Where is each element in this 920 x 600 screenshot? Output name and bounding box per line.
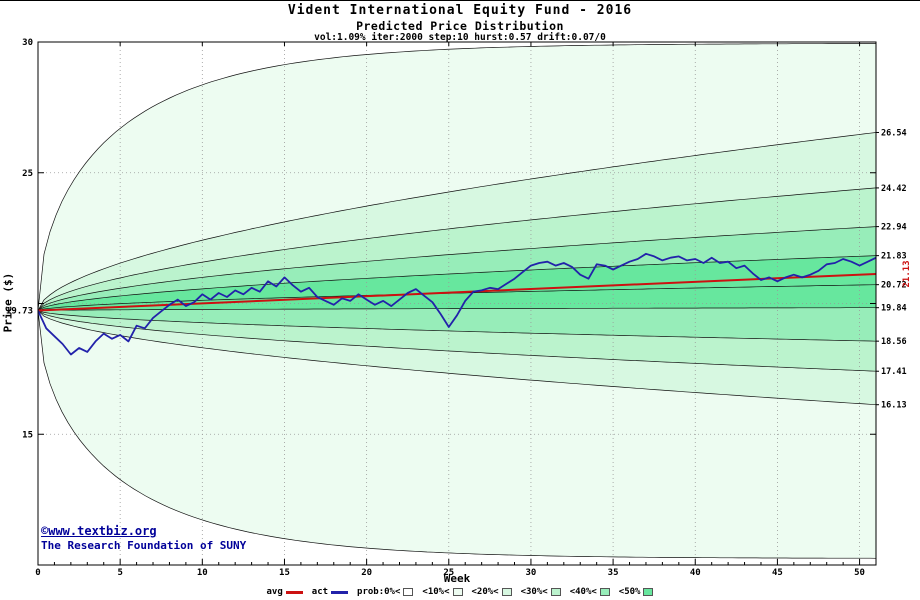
legend-item: <30%< (521, 587, 561, 597)
envelope-curve (38, 310, 876, 559)
y-tick-label: 30 (22, 38, 33, 48)
legend-swatch-box (643, 588, 654, 596)
x-tick-label: 50 (854, 568, 865, 578)
legend-label: avg (266, 587, 283, 597)
quantile-curve (38, 132, 876, 311)
watermark-site: ©www.textbiz.org (41, 524, 157, 538)
quantile-curve (38, 226, 876, 311)
quantile-curve (38, 310, 876, 342)
prob-band (38, 255, 876, 311)
right-axis-label: 20.72 (881, 281, 907, 291)
x-tick-label: 5 (117, 568, 122, 578)
right-axis-label: 22.94 (881, 223, 907, 233)
prob-band (38, 187, 876, 311)
chart-simulation-params: vol:1.09% iter:2000 step:10 hurst:0.57 d… (314, 32, 606, 43)
prob-band (38, 43, 876, 311)
x-tick-label: 25 (443, 568, 454, 578)
legend-item: <40%< (570, 587, 610, 597)
quantile-curve (38, 310, 876, 372)
figure-border (0, 0, 920, 1)
legend-label: <50% (618, 587, 641, 597)
act-line (38, 252, 876, 356)
avg-final-label: 21.13 (902, 260, 912, 287)
envelope-curve (38, 43, 876, 311)
fan-plot-layer (38, 42, 876, 565)
x-tick-label: 10 (197, 568, 208, 578)
prob-band (38, 132, 876, 311)
avg-line (38, 272, 876, 312)
legend-swatch-box (550, 588, 561, 596)
prob-band (38, 226, 876, 311)
legend-item: prob:0%< (357, 587, 414, 597)
x-tick-label: 40 (690, 568, 701, 578)
right-axis-label: 26.54 (881, 128, 907, 138)
prob-band (38, 307, 876, 342)
legend: avg act prob:0%< <10%< <20%< <30%< <40%< <50% (0, 585, 920, 599)
right-axis-label: 16.13 (881, 401, 907, 411)
legend-label: <30%< (520, 587, 548, 597)
quantile-curve (38, 187, 876, 311)
legend-swatch-box (452, 588, 463, 596)
legend-swatch-box (501, 588, 512, 596)
x-tick-label: 30 (526, 568, 537, 578)
right-axis-label: 24.42 (881, 184, 907, 194)
chart-title: Vident International Equity Fund - 2016 (287, 3, 633, 18)
x-tick-label: 45 (772, 568, 783, 578)
legend-label: <10%< (422, 587, 450, 597)
prob-band (38, 310, 876, 405)
x-tick-label: 15 (279, 568, 290, 578)
watermark: ©www.textbiz.org The Research Foundation… (41, 524, 246, 553)
x-tick-label: 0 (35, 568, 40, 578)
y-tick-label: 15 (22, 430, 33, 440)
watermark-org: The Research Foundation of SUNY (41, 539, 247, 552)
legend-item: <10%< (422, 587, 463, 597)
legend-label: <20%< (471, 587, 499, 597)
legend-swatch-line (331, 590, 349, 594)
legend-swatch-box (599, 588, 610, 596)
quantile-curve (38, 307, 876, 311)
quantile-curve (38, 310, 876, 406)
legend-label: prob:0%< (357, 587, 401, 597)
legend-item: <50% (619, 587, 654, 597)
legend-item: avg (267, 587, 303, 597)
y-tick-label: 25 (22, 169, 33, 179)
quantile-curve (38, 255, 876, 311)
legend-swatch-box (403, 588, 414, 596)
right-axis-label: 19.84 (881, 304, 907, 314)
right-axis-label: 17.41 (881, 367, 907, 377)
legend-item: act (311, 587, 349, 597)
right-axis-label: 21.83 (881, 252, 907, 262)
legend-item: <20%< (472, 587, 512, 597)
x-tick-label: 35 (608, 568, 619, 578)
prob-band (38, 310, 876, 559)
chart-subtitle: Predicted Price Distribution (356, 19, 564, 33)
right-axis-label: 18.56 (881, 337, 907, 347)
start-price-label: 19.73 (6, 307, 33, 317)
prob-band (38, 310, 876, 372)
x-tick-label: 20 (361, 568, 372, 578)
legend-label: act (311, 587, 329, 597)
x-axis-title: Week (443, 572, 471, 585)
legend-swatch-line (285, 590, 303, 594)
y-axis-title: Price ($) (1, 272, 15, 333)
legend-label: <40%< (569, 587, 597, 597)
